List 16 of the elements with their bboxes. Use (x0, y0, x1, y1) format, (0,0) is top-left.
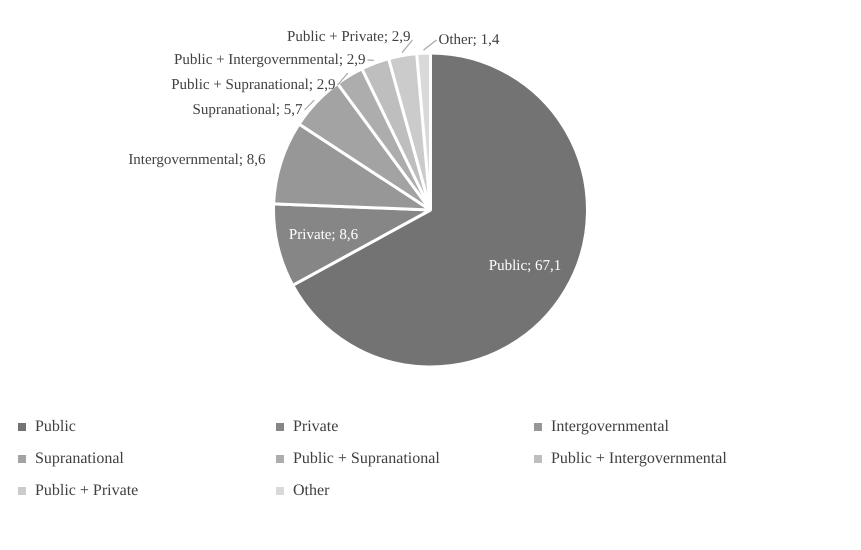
legend-label: Public + Intergovernmental (551, 450, 727, 468)
legend-label: Private (293, 418, 338, 436)
data-label: Other; 1,4 (438, 32, 500, 48)
legend-label: Public (35, 418, 76, 436)
legend-label: Public + Supranational (293, 450, 440, 468)
legend-label: Other (293, 482, 330, 500)
data-label: Supranational; 5,7 (192, 102, 303, 118)
legend-label: Intergovernmental (551, 418, 669, 436)
legend-label: Supranational (35, 450, 124, 468)
data-label: Public + Private; 2,9 (287, 28, 410, 45)
data-label: Intergovernmental; 8,6 (128, 152, 266, 168)
data-label: Public; 67,1 (488, 258, 562, 274)
data-label: Public + Supranational; 2,9 (171, 76, 336, 93)
data-label: Private; 8,6 (288, 227, 359, 244)
data-label: Public + Intergovernmental; 2,9 (174, 52, 366, 68)
legend-label: Public + Private (35, 482, 138, 500)
